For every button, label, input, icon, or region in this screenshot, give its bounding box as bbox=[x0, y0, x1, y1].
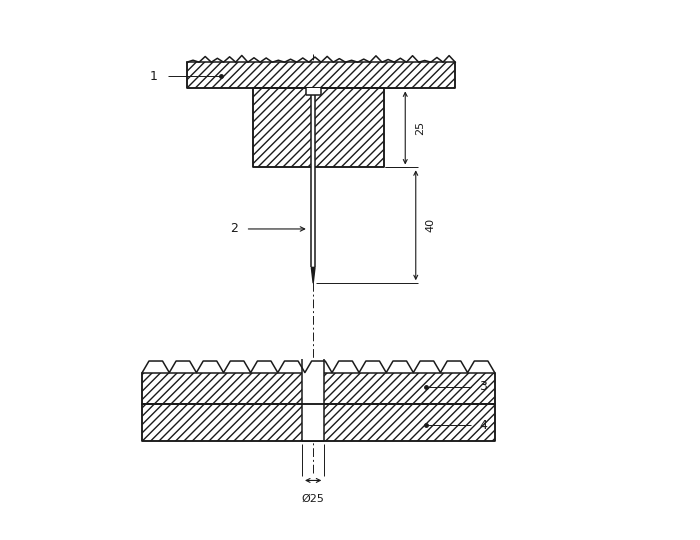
Text: 4: 4 bbox=[479, 418, 486, 431]
Text: Ø25: Ø25 bbox=[302, 494, 325, 504]
Bar bbox=[187, 62, 455, 89]
Text: 40: 40 bbox=[425, 218, 435, 232]
Bar bbox=[302, 359, 324, 441]
Text: 1: 1 bbox=[150, 70, 158, 83]
Bar bbox=[253, 89, 384, 167]
Text: 2: 2 bbox=[230, 222, 238, 235]
Bar bbox=[306, 89, 321, 95]
Bar bbox=[312, 95, 315, 283]
Polygon shape bbox=[312, 267, 315, 283]
Text: 3: 3 bbox=[479, 380, 486, 393]
Bar bbox=[142, 373, 495, 404]
Bar bbox=[142, 404, 495, 441]
Text: 25: 25 bbox=[414, 121, 425, 135]
